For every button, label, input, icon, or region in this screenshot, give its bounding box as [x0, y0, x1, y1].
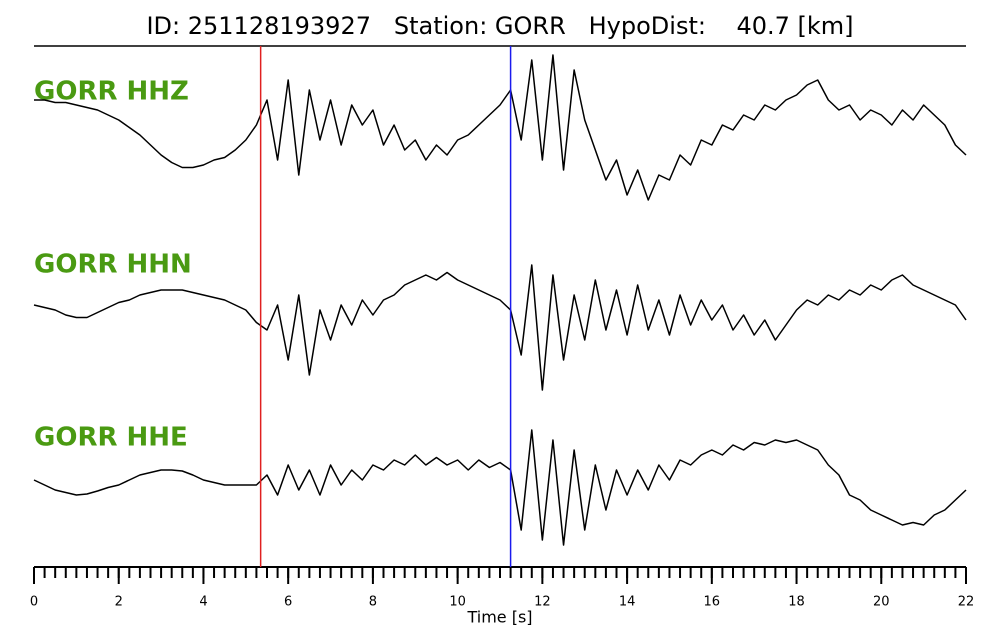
- x-tick-label: 22: [958, 595, 975, 610]
- chart-title: ID: 251128193927 Station: GORR HypoDist:…: [146, 12, 853, 40]
- x-tick-label: 4: [199, 595, 207, 610]
- trace-label: GORR HHE: [34, 423, 188, 453]
- waveform: [33, 429, 967, 546]
- x-tick-label: 2: [115, 595, 123, 610]
- x-tick-label: 8: [369, 595, 377, 610]
- waveform: [34, 54, 967, 201]
- x-axis-label: Time [s]: [466, 608, 532, 627]
- x-tick-label: 10: [449, 595, 466, 610]
- x-tick-label: 6: [284, 595, 292, 610]
- x-tick-label: 16: [704, 595, 721, 610]
- trace-label: GORR HHZ: [34, 77, 189, 107]
- x-tick-label: 0: [30, 595, 38, 610]
- waveform: [33, 264, 967, 391]
- x-tick-label: 20: [873, 595, 890, 610]
- x-tick-label: 18: [788, 595, 805, 610]
- trace-label: GORR HHN: [34, 250, 192, 280]
- x-tick-label: 14: [619, 595, 636, 610]
- x-tick-label: 12: [534, 595, 551, 610]
